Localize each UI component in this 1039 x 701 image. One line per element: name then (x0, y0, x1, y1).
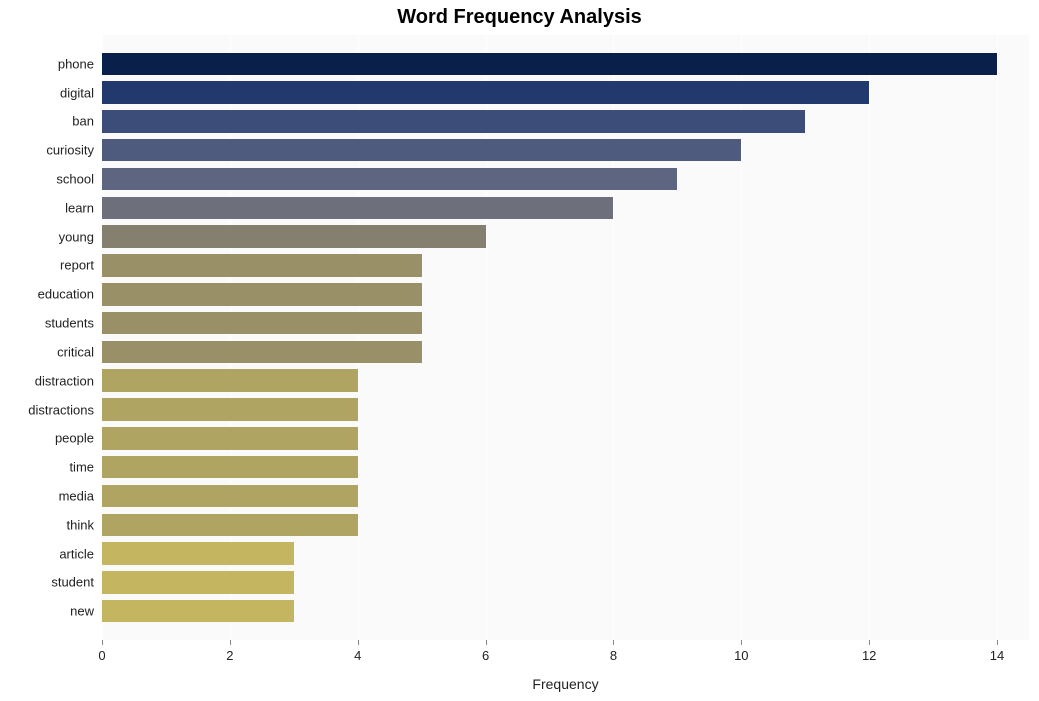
y-tick-label: digital (60, 85, 102, 100)
bar (102, 485, 358, 507)
y-tick-label: new (70, 604, 102, 619)
y-tick-label: phone (58, 56, 102, 71)
x-tick-label: 4 (354, 640, 361, 663)
y-tick-label: think (67, 517, 102, 532)
y-tick-label: distraction (35, 373, 102, 388)
bar (102, 225, 486, 247)
x-tick-label: 14 (990, 640, 1004, 663)
y-tick-label: distractions (28, 402, 102, 417)
y-tick-label: critical (57, 344, 102, 359)
y-tick-label: students (45, 316, 102, 331)
grid-line (869, 35, 870, 640)
bar (102, 398, 358, 420)
bar (102, 514, 358, 536)
bar (102, 369, 358, 391)
y-tick-label: ban (72, 114, 102, 129)
x-tick-label: 12 (862, 640, 876, 663)
bar (102, 456, 358, 478)
y-tick-label: article (59, 546, 102, 561)
y-tick-label: student (51, 575, 102, 590)
y-tick-label: young (59, 229, 102, 244)
y-tick-label: report (60, 258, 102, 273)
x-tick-label: 0 (98, 640, 105, 663)
y-tick-label: people (55, 431, 102, 446)
bar (102, 81, 869, 103)
x-tick-label: 6 (482, 640, 489, 663)
y-tick-label: time (69, 460, 102, 475)
bar (102, 600, 294, 622)
bar (102, 427, 358, 449)
bar (102, 283, 422, 305)
x-tick-label: 2 (226, 640, 233, 663)
chart-title: Word Frequency Analysis (0, 0, 1039, 29)
bar (102, 341, 422, 363)
y-tick-label: education (38, 287, 102, 302)
bar (102, 312, 422, 334)
x-tick-label: 10 (734, 640, 748, 663)
grid-line (997, 35, 998, 640)
x-tick-label: 8 (610, 640, 617, 663)
bar (102, 110, 805, 132)
chart-container: Word Frequency Analysis Frequency 024681… (0, 0, 1039, 701)
bar (102, 254, 422, 276)
bar (102, 197, 613, 219)
y-tick-label: curiosity (46, 143, 102, 158)
x-axis-label: Frequency (532, 676, 598, 692)
y-tick-label: learn (65, 200, 102, 215)
bar (102, 139, 741, 161)
bar (102, 542, 294, 564)
bar (102, 53, 997, 75)
y-tick-label: school (56, 172, 102, 187)
y-tick-label: media (59, 488, 102, 503)
bar (102, 168, 677, 190)
bar (102, 571, 294, 593)
plot-area: Frequency 02468101214phonedigitalbancuri… (102, 35, 1029, 640)
